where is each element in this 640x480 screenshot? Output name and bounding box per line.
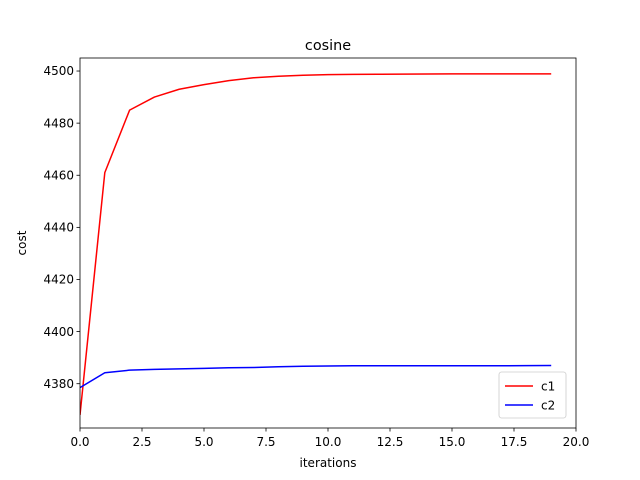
- x-tick-label: 5.0: [194, 435, 213, 449]
- y-tick-label: 4500: [43, 64, 74, 78]
- y-tick-label: 4480: [43, 116, 74, 130]
- legend-label-c1: c1: [541, 379, 555, 393]
- y-tick-label: 4400: [43, 325, 74, 339]
- x-tick-label: 10.0: [315, 435, 342, 449]
- x-tick-label: 15.0: [439, 435, 466, 449]
- chart-title: cosine: [305, 38, 351, 54]
- legend-label-c2: c2: [541, 398, 555, 412]
- y-tick-label: 4460: [43, 168, 74, 182]
- x-tick-label: 12.5: [377, 435, 404, 449]
- y-tick-label: 4420: [43, 273, 74, 287]
- x-tick-label: 20.0: [563, 435, 590, 449]
- x-tick-label: 7.5: [256, 435, 275, 449]
- legend-box: [498, 371, 567, 419]
- series-line-c1: [80, 73, 552, 416]
- x-axis-label: iterations: [300, 456, 357, 470]
- series-line-c2: [80, 364, 552, 389]
- y-axis-label: cost: [15, 230, 29, 255]
- x-tick-label: 17.5: [501, 435, 528, 449]
- y-tick-label: 4380: [43, 377, 74, 391]
- plot-frame: [79, 57, 577, 429]
- ticks-layer: 0.0 2.5 5.0 7.5 10.0 12.5 15.0 17.5 20.0 4380 4400…: [43, 64, 589, 449]
- series-layer: [80, 73, 552, 416]
- x-tick-label: 0.0: [70, 435, 89, 449]
- x-tick-label: 2.5: [132, 435, 151, 449]
- y-tick-label: 4440: [43, 221, 74, 235]
